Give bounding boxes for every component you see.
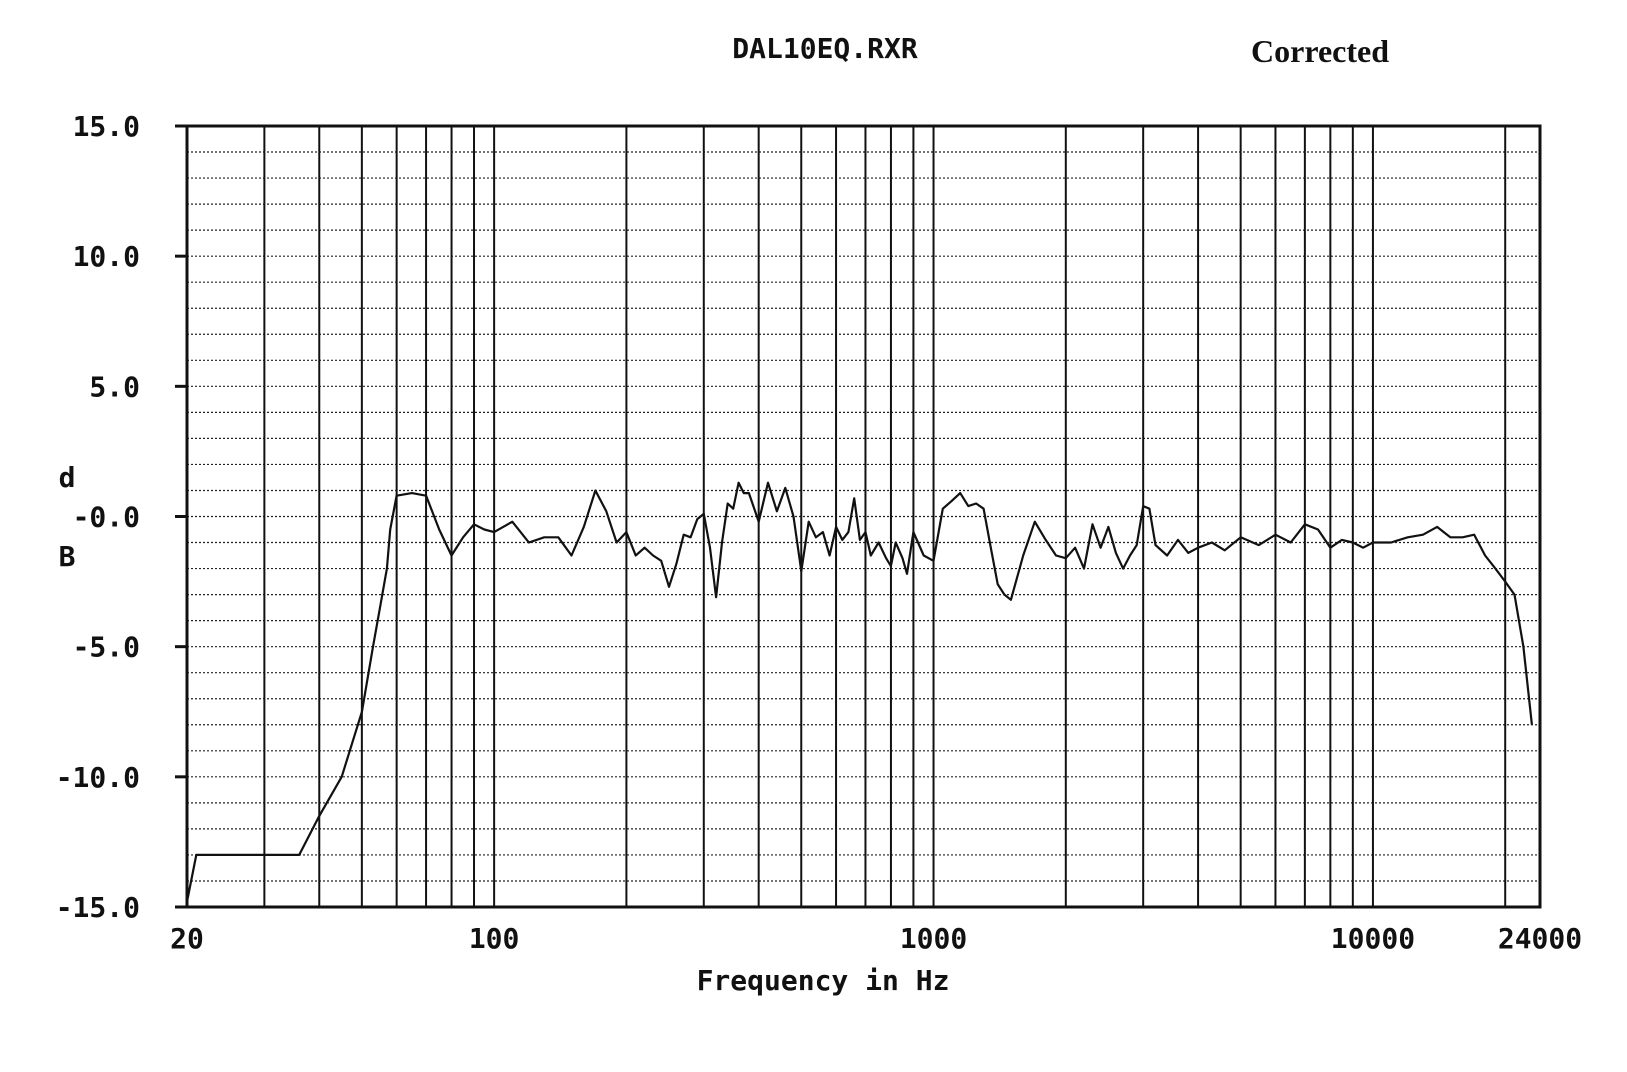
y-axis-label-d: d — [59, 461, 76, 494]
grid-lines — [187, 126, 1540, 907]
y-tick-label: -5.0 — [73, 631, 140, 664]
chart-annotation: Corrected — [1251, 33, 1389, 69]
y-tick-label: -15.0 — [56, 891, 140, 924]
x-tick-labels: 20 100 1000 10000 24000 — [170, 922, 1582, 955]
chart-title: DAL10EQ.RXR — [732, 32, 918, 65]
y-tick-label: -0.0 — [73, 501, 140, 534]
x-tick-label: 20 — [170, 922, 204, 955]
y-tick-label: 5.0 — [89, 370, 140, 403]
axes — [175, 124, 1542, 909]
x-tick-label: 100 — [469, 922, 520, 955]
y-tick-labels: 15.0 10.0 5.0 -0.0 -5.0 -10.0 -15.0 — [56, 110, 140, 924]
x-tick-label: 10000 — [1331, 922, 1415, 955]
x-tick-label: 1000 — [900, 922, 967, 955]
y-axis-label-b: B — [59, 540, 76, 573]
series-group — [185, 481, 1533, 903]
y-tick-label: 10.0 — [73, 240, 140, 273]
y-tick-label: -10.0 — [56, 761, 140, 794]
x-axis-label: Frequency in Hz — [697, 964, 950, 997]
y-tick-label: 15.0 — [73, 110, 140, 143]
x-tick-label: 24000 — [1498, 922, 1582, 955]
series-line — [185, 481, 1533, 903]
